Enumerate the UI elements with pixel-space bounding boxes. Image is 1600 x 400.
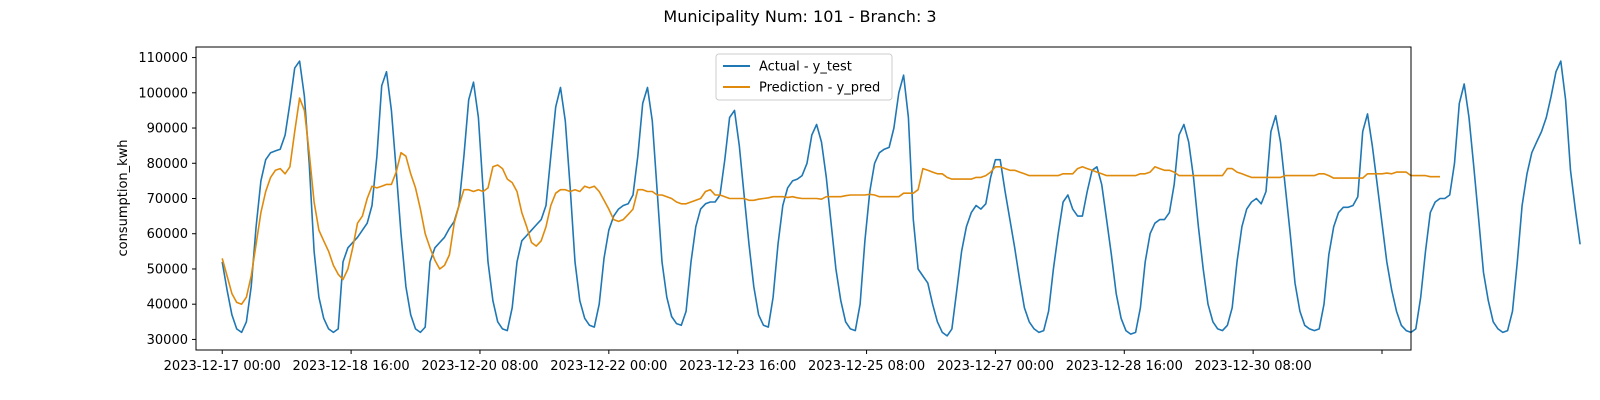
x-tick-label: 2023-12-27 00:00	[937, 359, 1054, 374]
legend: Actual - y_test Prediction - y_pred	[715, 53, 893, 101]
x-tick-label: 2023-12-28 16:00	[1066, 359, 1183, 374]
legend-box	[715, 53, 893, 101]
y-tick-label: 80000	[147, 157, 188, 172]
x-tick-label: 2023-12-25 08:00	[808, 359, 925, 374]
x-tick-label: 2023-12-23 16:00	[679, 359, 796, 374]
y-tick-label: 70000	[147, 192, 188, 207]
legend-label: Prediction - y_pred	[759, 81, 880, 96]
y-tick-label: 40000	[147, 298, 188, 313]
series-line-actual	[221, 60, 1581, 337]
y-tick-label: 30000	[147, 333, 188, 348]
series-line-prediction	[221, 97, 1440, 306]
y-tick-label: 90000	[147, 122, 188, 137]
y-tick-label: 110000	[138, 51, 188, 66]
y-tick-label: 60000	[147, 227, 188, 242]
axes-layer: 30000 40000 50000 60000 70000 80000 90000 10000…	[138, 46, 1412, 374]
series-layer	[221, 60, 1581, 337]
x-tick-label: 2023-12-30 08:00	[1195, 359, 1312, 374]
x-tick-label: 2023-12-20 08:00	[421, 359, 538, 374]
y-axis-label: consumption_kwh	[116, 139, 131, 256]
x-tick-label: 2023-12-22 00:00	[550, 359, 667, 374]
y-tick-label: 50000	[147, 262, 188, 277]
y-tick-label: 100000	[138, 86, 188, 101]
legend-label: Actual - y_test	[759, 60, 852, 75]
x-tick-label: 2023-12-18 16:00	[293, 359, 410, 374]
chart-title: Municipality Num: 101 - Branch: 3	[663, 7, 936, 26]
x-tick-label: 2023-12-17 00:00	[164, 359, 281, 374]
